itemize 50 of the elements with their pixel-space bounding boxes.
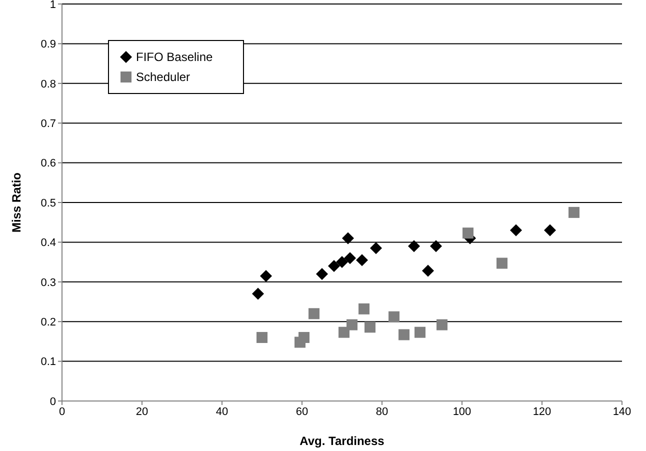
y-tick-label: 0.5 [40,197,56,210]
point [388,311,400,322]
y-tick-label: 0.7 [40,118,56,130]
y-tick-label: 0 [50,396,56,408]
legend-label: FIFO Baseline [136,50,213,64]
point [408,240,420,252]
point [414,326,426,338]
point [398,329,410,340]
y-tick-label: 0.6 [40,158,56,170]
y-tick-label: 0.8 [40,78,56,90]
point [370,242,382,254]
point [436,319,448,330]
point [342,232,354,244]
point [496,258,508,269]
point [358,303,370,314]
y-axis-title: Miss Ratio [9,172,24,233]
x-tick-label: 140 [612,406,632,418]
x-tick-label: 20 [136,406,148,418]
point [346,319,358,330]
point [462,228,474,239]
point [260,270,272,282]
x-axis-title: Avg. Tardiness [300,434,385,448]
point [510,224,522,236]
point [544,224,556,236]
x-tick-label: 80 [376,406,388,418]
point [308,308,320,320]
y-tick-label: 0.9 [40,38,56,51]
point [338,326,350,338]
legend-label: Scheduler [136,70,190,84]
point [356,254,368,266]
point [422,264,434,277]
x-tick-label: 120 [532,406,552,418]
x-tick-label: 0 [58,406,66,418]
point [344,252,356,264]
x-tick-label: 100 [452,406,472,418]
point [336,256,348,268]
point [430,240,442,252]
y-tick-label: 0.3 [40,276,56,289]
point [316,268,328,280]
x-tick-label: 40 [216,406,228,418]
point [256,332,268,343]
point [252,288,264,300]
y-tick-label: 0.1 [40,356,56,368]
y-tick-label: 1 [50,0,56,11]
x-tick-label: 60 [296,406,308,418]
point [364,322,376,333]
point [568,206,580,218]
y-tick-label: 0.2 [40,316,56,329]
point [328,260,340,272]
y-tick-label: 0.4 [40,237,56,250]
